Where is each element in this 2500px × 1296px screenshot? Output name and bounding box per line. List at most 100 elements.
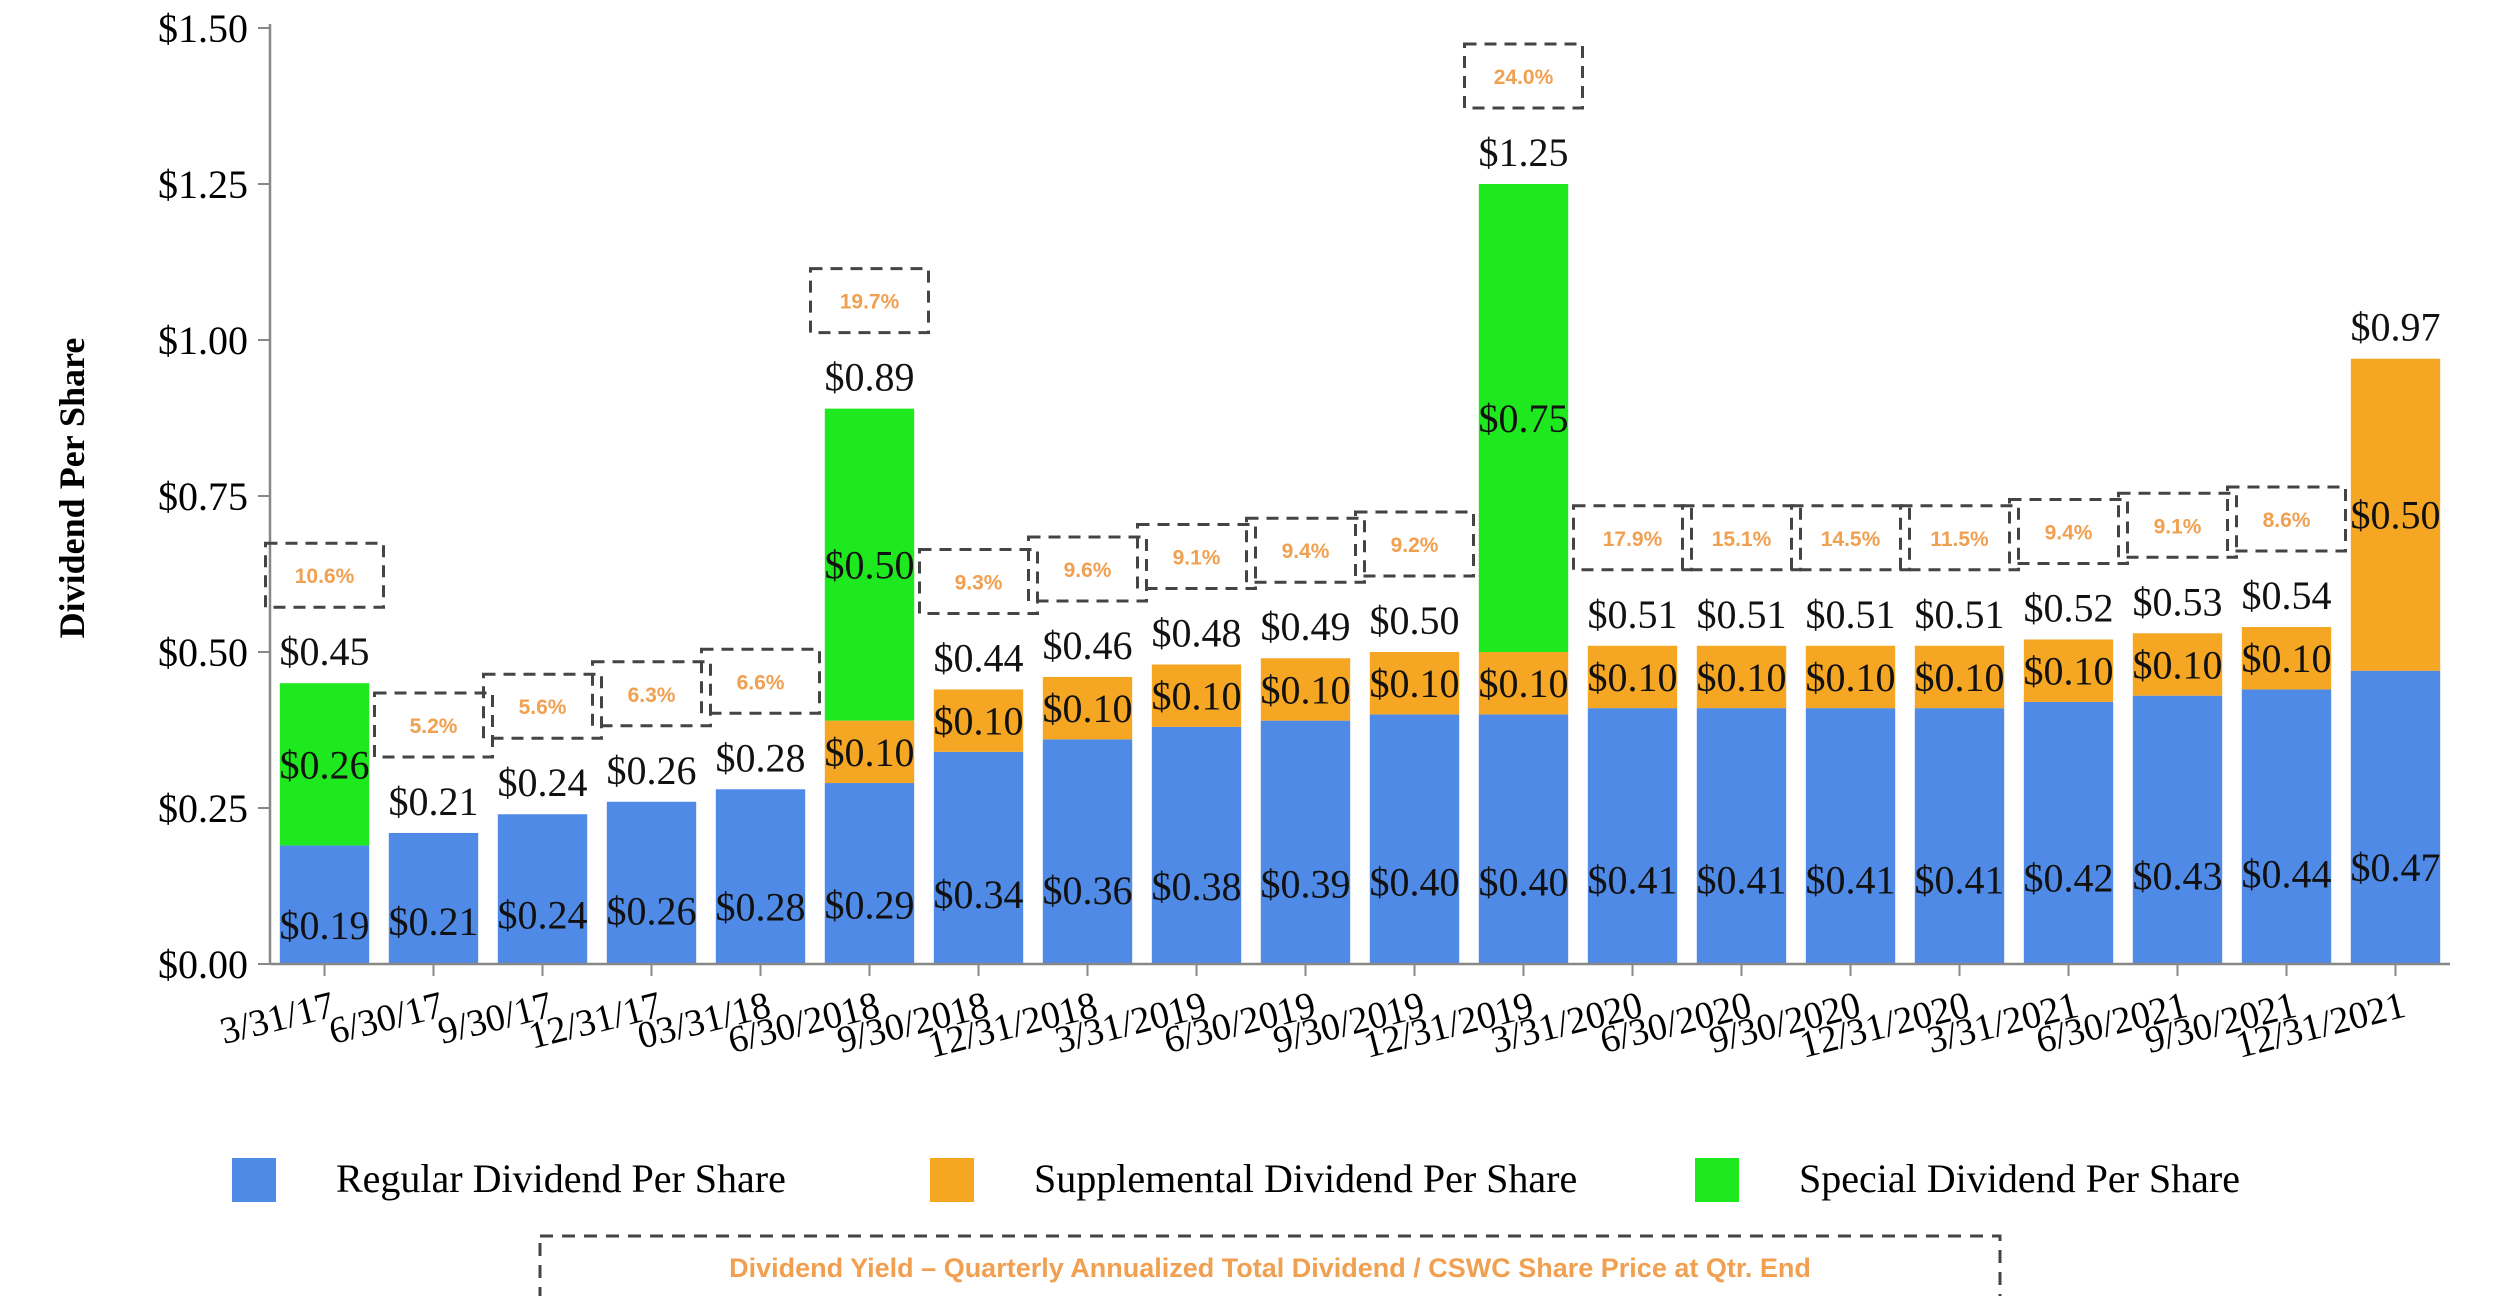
yield-label: 11.5% xyxy=(1930,528,1989,551)
yield-label: 9.4% xyxy=(1282,540,1330,563)
segment-value-label: $0.38 xyxy=(1152,864,1242,909)
yield-label: 17.9% xyxy=(1603,528,1663,551)
segment-value-label: $0.10 xyxy=(1370,661,1460,706)
x-category-label: 6/30/17 xyxy=(325,984,448,1053)
segment-value-label: $0.41 xyxy=(1588,858,1678,903)
bar-segment-regular xyxy=(279,845,370,964)
yield-boxes-group: 10.6% 5.2% 5.6% 6.3% 6.6% 19.7% 9.3% 9.6% 9.1% 9.… xyxy=(264,42,2347,759)
bar-segment-regular xyxy=(933,751,1024,964)
bar-segment-supplemental xyxy=(1369,652,1460,715)
segment-value-label: $0.10 xyxy=(1915,655,2005,700)
bar-segment-regular xyxy=(715,789,806,964)
y-tick-label: $0.25 xyxy=(158,786,248,831)
segment-value-label: $0.47 xyxy=(2351,845,2441,890)
bar-segment-supplemental xyxy=(2023,639,2114,702)
segment-value-label: $0.29 xyxy=(825,882,915,927)
yield-label: 9.2% xyxy=(1391,534,1439,557)
y-tick-label: $1.00 xyxy=(158,318,248,363)
legend-label-regular: Regular Dividend Per Share xyxy=(336,1156,786,1201)
bar-segment-regular xyxy=(388,832,479,964)
yield-note-box: Dividend Yield – Quarterly Annualized To… xyxy=(538,1234,2002,1296)
yield-box xyxy=(1245,516,1366,584)
bar-segment-regular xyxy=(1914,708,2005,964)
segment-value-label: $0.10 xyxy=(1261,667,1351,712)
segment-value-label: $0.41 xyxy=(1697,858,1787,903)
bar-total-label: $0.51 xyxy=(1697,592,1787,637)
yield-box xyxy=(373,691,494,759)
legend-swatch-regular xyxy=(232,1158,276,1202)
segment-value-label: $0.39 xyxy=(1261,862,1351,907)
bar-total-label: $0.97 xyxy=(2351,305,2441,350)
bars-group xyxy=(279,184,2441,964)
yield-label: 9.3% xyxy=(955,571,1003,594)
yield-label: 9.6% xyxy=(1064,559,1112,582)
segment-value-label: $0.10 xyxy=(2242,636,2332,681)
segment-value-label: $0.36 xyxy=(1043,868,1133,913)
bar-total-label: $0.51 xyxy=(1915,592,2005,637)
yield-box xyxy=(918,547,1039,615)
bar-total-label: $0.50 xyxy=(1370,598,1460,643)
bar-total-label: $0.45 xyxy=(280,629,370,674)
bar-segment-supplemental xyxy=(2241,627,2332,690)
yield-note-border xyxy=(538,1234,2002,1296)
segment-value-label: $0.10 xyxy=(1152,674,1242,719)
bar-segment-supplemental xyxy=(1478,652,1569,715)
segment-value-label: $0.10 xyxy=(1806,655,1896,700)
yield-box xyxy=(1463,42,1584,110)
y-tick-label: $1.25 xyxy=(158,162,248,207)
yield-label: 14.5% xyxy=(1821,528,1881,551)
bar-segment-supplemental xyxy=(2132,633,2223,696)
yield-label: 24.0% xyxy=(1494,66,1554,89)
y-tick-label: $0.50 xyxy=(158,630,248,675)
yield-box xyxy=(1790,504,1911,572)
segment-value-label: $0.50 xyxy=(2351,493,2441,538)
segment-value-label: $0.44 xyxy=(2242,851,2332,896)
bar-segment-supplemental xyxy=(933,689,1024,752)
yield-label: 5.6% xyxy=(519,696,567,719)
bar-total-label: $0.21 xyxy=(389,779,479,824)
y-axis-title: Dividend Per Share xyxy=(52,338,92,639)
segment-value-label: $0.75 xyxy=(1479,396,1569,441)
x-category-label: 3/31/17 xyxy=(216,984,339,1053)
yield-box xyxy=(1572,504,1693,572)
segment-value-label: $0.40 xyxy=(1370,860,1460,905)
yield-box xyxy=(2226,485,2347,553)
legend-swatch-supplemental xyxy=(930,1158,974,1202)
yield-label: 6.3% xyxy=(628,684,676,707)
segment-value-label: $0.40 xyxy=(1479,860,1569,905)
segment-value-label: $0.19 xyxy=(280,903,370,948)
segment-value-label: $0.10 xyxy=(934,699,1024,744)
bar-total-label: $0.28 xyxy=(716,735,806,780)
yield-note-text: Dividend Yield – Quarterly Annualized To… xyxy=(729,1253,1811,1283)
bar-segment-supplemental xyxy=(2350,358,2441,671)
yield-label: 9.4% xyxy=(2045,522,2093,545)
yield-box xyxy=(1899,504,2020,572)
bar-segment-regular xyxy=(1260,720,1351,964)
bar-total-label: $1.25 xyxy=(1479,130,1569,175)
bar-total-label: $0.48 xyxy=(1152,610,1242,655)
bar-segment-supplemental xyxy=(1151,664,1242,727)
bar-segment-special xyxy=(279,683,370,846)
segment-value-label: $0.34 xyxy=(934,872,1024,917)
bar-segment-regular xyxy=(1478,714,1569,964)
bar-segment-regular xyxy=(2023,701,2114,964)
segment-value-label: $0.10 xyxy=(2024,649,2114,694)
bar-total-label: $0.26 xyxy=(607,748,697,793)
bar-segment-special xyxy=(824,408,915,721)
bar-segment-supplemental xyxy=(1260,658,1351,721)
yield-label: 10.6% xyxy=(295,565,355,588)
bar-total-label: $0.51 xyxy=(1588,592,1678,637)
legend: Regular Dividend Per Share Supplemental D… xyxy=(232,1156,2240,1202)
yield-box xyxy=(591,660,712,728)
segment-value-label: $0.10 xyxy=(1588,655,1678,700)
bar-segment-regular xyxy=(1805,708,1896,964)
bar-segment-regular xyxy=(606,801,697,964)
yield-label: 19.7% xyxy=(840,291,900,314)
bar-segment-supplemental xyxy=(1042,676,1133,740)
segment-value-label: $0.42 xyxy=(2024,856,2114,901)
segment-value-label: $0.21 xyxy=(389,899,479,944)
bar-total-label: $0.54 xyxy=(2242,573,2332,618)
bar-segment-supplemental xyxy=(1914,645,2005,709)
y-tick-label: $1.50 xyxy=(158,6,248,51)
bar-segment-supplemental xyxy=(1587,645,1678,709)
